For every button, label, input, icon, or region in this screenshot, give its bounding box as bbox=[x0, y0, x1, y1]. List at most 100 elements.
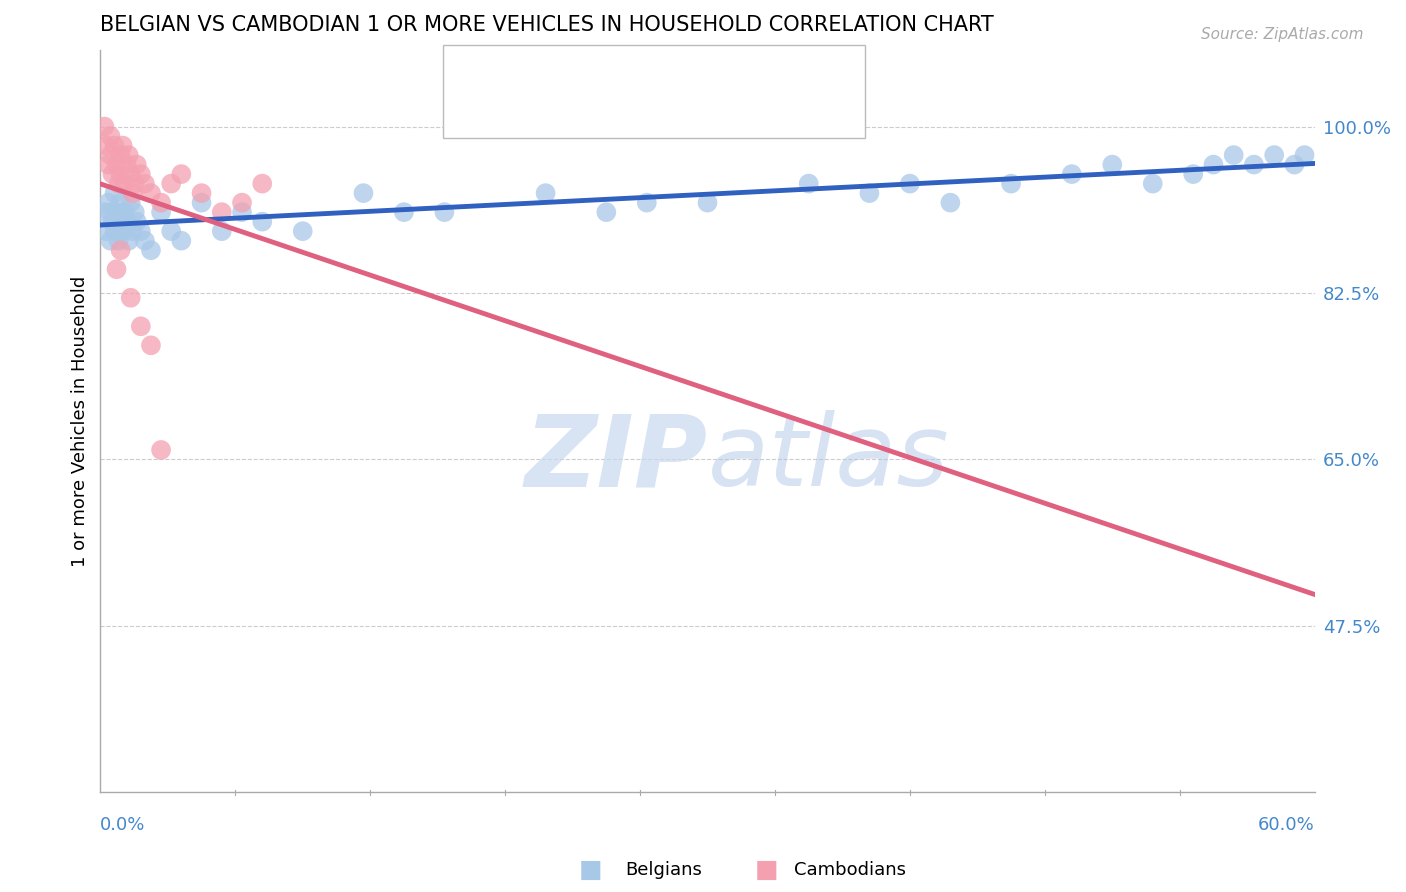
Point bbox=[170, 234, 193, 248]
Point bbox=[115, 158, 138, 172]
Text: Source: ZipAtlas.com: Source: ZipAtlas.com bbox=[1201, 27, 1364, 42]
Point bbox=[96, 138, 118, 153]
Point bbox=[121, 224, 143, 238]
Point bbox=[1060, 167, 1083, 181]
Point bbox=[120, 167, 142, 181]
Point bbox=[797, 177, 820, 191]
Point bbox=[121, 186, 143, 201]
Point bbox=[120, 291, 142, 305]
Point bbox=[103, 186, 125, 201]
Point bbox=[100, 129, 122, 144]
Point bbox=[1142, 177, 1164, 191]
Point bbox=[134, 234, 156, 248]
Point bbox=[110, 148, 132, 162]
Text: R = 0.536    N = 53: R = 0.536 N = 53 bbox=[496, 62, 672, 80]
Point bbox=[124, 177, 146, 191]
Point bbox=[1182, 167, 1205, 181]
Point bbox=[170, 167, 193, 181]
Text: ■: ■ bbox=[460, 57, 486, 86]
Point bbox=[1263, 148, 1285, 162]
Point bbox=[150, 442, 173, 457]
Point bbox=[129, 224, 152, 238]
Text: Cambodians: Cambodians bbox=[794, 861, 907, 879]
Point bbox=[1284, 158, 1306, 172]
Point bbox=[252, 214, 274, 228]
Y-axis label: 1 or more Vehicles in Household: 1 or more Vehicles in Household bbox=[72, 276, 89, 567]
Text: Belgians: Belgians bbox=[626, 861, 703, 879]
Text: atlas: atlas bbox=[707, 410, 949, 507]
Point bbox=[124, 205, 146, 219]
Text: 0.0%: 0.0% bbox=[100, 816, 146, 834]
Point bbox=[231, 205, 253, 219]
Point bbox=[150, 205, 173, 219]
Point bbox=[898, 177, 921, 191]
Point bbox=[160, 177, 183, 191]
Point bbox=[211, 224, 233, 238]
Point bbox=[101, 167, 124, 181]
Point bbox=[211, 205, 233, 219]
Point bbox=[118, 148, 141, 162]
Point bbox=[252, 177, 274, 191]
Point bbox=[353, 186, 375, 201]
Point bbox=[190, 195, 212, 210]
Point bbox=[160, 224, 183, 238]
Point bbox=[93, 205, 115, 219]
Point bbox=[392, 205, 415, 219]
Point bbox=[1000, 177, 1022, 191]
Point bbox=[118, 234, 141, 248]
Point bbox=[1243, 158, 1265, 172]
Point bbox=[190, 186, 212, 201]
Text: 60.0%: 60.0% bbox=[1258, 816, 1315, 834]
Text: ■: ■ bbox=[755, 858, 778, 881]
Point bbox=[93, 120, 115, 134]
Point bbox=[110, 167, 132, 181]
Point bbox=[111, 138, 134, 153]
Text: ZIP: ZIP bbox=[524, 410, 707, 507]
Point bbox=[97, 195, 120, 210]
Point bbox=[107, 234, 129, 248]
Point bbox=[433, 205, 456, 219]
Point bbox=[110, 214, 132, 228]
Point bbox=[100, 148, 122, 162]
Text: BELGIAN VS CAMBODIAN 1 OR MORE VEHICLES IN HOUSEHOLD CORRELATION CHART: BELGIAN VS CAMBODIAN 1 OR MORE VEHICLES … bbox=[100, 15, 994, 35]
Point bbox=[134, 177, 156, 191]
Point bbox=[696, 195, 718, 210]
Point bbox=[105, 262, 128, 277]
Point bbox=[120, 195, 142, 210]
Point bbox=[129, 319, 152, 334]
Text: ■: ■ bbox=[460, 102, 486, 130]
Point bbox=[1101, 158, 1123, 172]
Point bbox=[291, 224, 314, 238]
Point bbox=[110, 195, 132, 210]
Point bbox=[139, 243, 162, 257]
Point bbox=[105, 158, 128, 172]
Point bbox=[150, 195, 173, 210]
Point bbox=[1294, 148, 1316, 162]
Point bbox=[103, 138, 125, 153]
Point bbox=[100, 205, 122, 219]
Point bbox=[139, 186, 162, 201]
Point bbox=[100, 234, 122, 248]
Point bbox=[1202, 158, 1225, 172]
Point bbox=[939, 195, 962, 210]
Point bbox=[129, 167, 152, 181]
Point bbox=[858, 186, 880, 201]
Point bbox=[96, 224, 118, 238]
Point bbox=[111, 224, 134, 238]
Point bbox=[97, 158, 120, 172]
Point bbox=[115, 214, 138, 228]
Text: R = 0.129    N = 35: R = 0.129 N = 35 bbox=[496, 107, 672, 125]
Point bbox=[636, 195, 658, 210]
Point bbox=[103, 224, 125, 238]
Text: ■: ■ bbox=[579, 858, 602, 881]
Point bbox=[1222, 148, 1244, 162]
Point bbox=[107, 177, 129, 191]
Point bbox=[114, 205, 136, 219]
Point bbox=[101, 214, 124, 228]
Point bbox=[125, 158, 148, 172]
Point bbox=[231, 195, 253, 210]
Point bbox=[110, 243, 132, 257]
Point bbox=[105, 205, 128, 219]
Point bbox=[534, 186, 557, 201]
Point bbox=[595, 205, 617, 219]
